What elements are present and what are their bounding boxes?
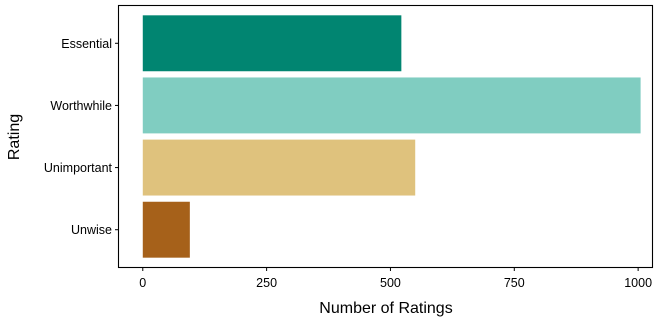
bar-unwise (142, 201, 190, 258)
y-axis-title: Rating (6, 114, 23, 160)
y-tick-label-unimportant: Unimportant (44, 161, 113, 175)
plot-panel-border (117, 4, 654, 269)
y-tick-label-worthwhile: Worthwhile (50, 99, 112, 113)
x-tick-label-250: 250 (256, 276, 277, 290)
x-axis-title: Number of Ratings (319, 300, 452, 317)
y-axis-ticks: Essential Worthwhile Unimportant Unwise (44, 37, 119, 237)
bar-unimportant (142, 139, 416, 196)
x-tick-label-500: 500 (380, 276, 401, 290)
bar-essential (142, 15, 402, 72)
bars-group (142, 15, 641, 258)
x-tick-label-0: 0 (139, 276, 146, 290)
x-tick-label-750: 750 (504, 276, 525, 290)
y-tick-label-essential: Essential (61, 37, 112, 51)
x-tick-label-1000: 1000 (624, 276, 652, 290)
y-tick-label-unwise: Unwise (71, 223, 112, 237)
x-axis-ticks: 0 250 500 750 1000 (139, 267, 652, 290)
bar-worthwhile (142, 77, 641, 134)
